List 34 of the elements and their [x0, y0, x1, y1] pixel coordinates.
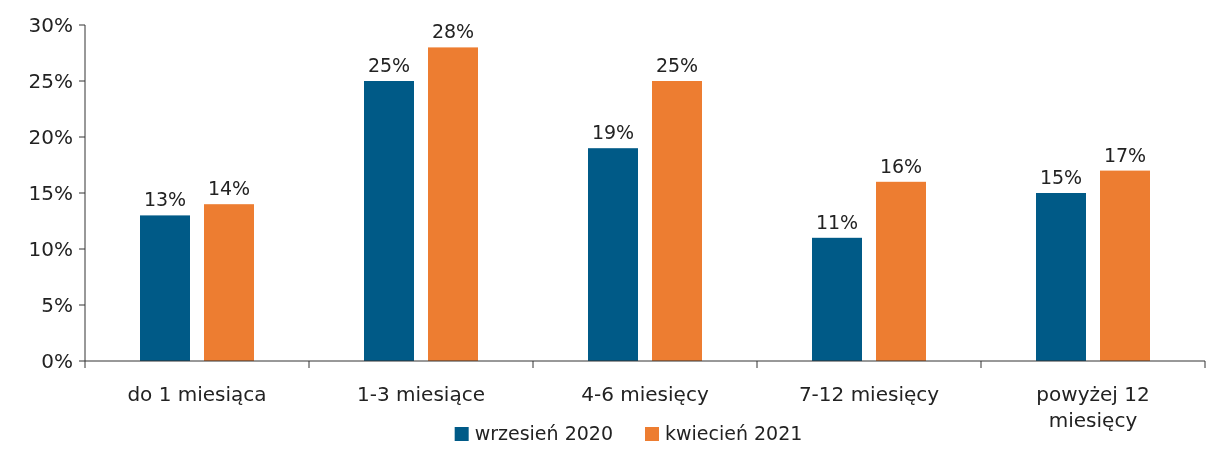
data-label: 13%	[143, 188, 187, 211]
data-label: 16%	[879, 154, 923, 177]
data-label: 19%	[591, 121, 635, 144]
data-label: 15%	[1039, 166, 1083, 188]
bar	[1036, 193, 1086, 361]
legend-label: kwiecień 2021	[665, 422, 803, 444]
y-tick-label: 30%	[28, 13, 73, 37]
data-label: 28%	[431, 20, 475, 43]
data-label: 11%	[815, 210, 859, 233]
y-tick-label: 15%	[28, 181, 73, 205]
data-label: 25%	[655, 54, 699, 76]
data-label: 17%	[1103, 143, 1147, 166]
x-tick-label: 7-12 miesięcy	[798, 382, 940, 406]
x-tick-label: do 1 miesiąca	[127, 382, 267, 406]
data-label: 14%	[207, 177, 251, 200]
x-tick-label: 4-6 miesięcy	[581, 382, 709, 406]
y-tick-label: 20%	[28, 125, 73, 149]
x-tick-label: 1-3 miesiące	[357, 382, 485, 406]
y-tick-label: 10%	[28, 237, 73, 261]
bar	[588, 148, 638, 361]
bar	[140, 215, 190, 361]
x-tick-label: powyżej 12 miesięcy	[1036, 382, 1150, 432]
y-tick-label: 25%	[28, 69, 73, 93]
legend-label: wrzesień 2020	[474, 422, 614, 444]
bar	[876, 181, 926, 361]
bar	[428, 47, 478, 361]
bar	[812, 237, 862, 361]
data-label: 25%	[367, 54, 411, 76]
y-tick-label: 0%	[41, 349, 73, 373]
bar	[204, 204, 254, 361]
y-tick-label: 5%	[41, 293, 73, 317]
bar	[652, 81, 702, 361]
bar	[364, 81, 414, 361]
bar	[1100, 170, 1150, 361]
